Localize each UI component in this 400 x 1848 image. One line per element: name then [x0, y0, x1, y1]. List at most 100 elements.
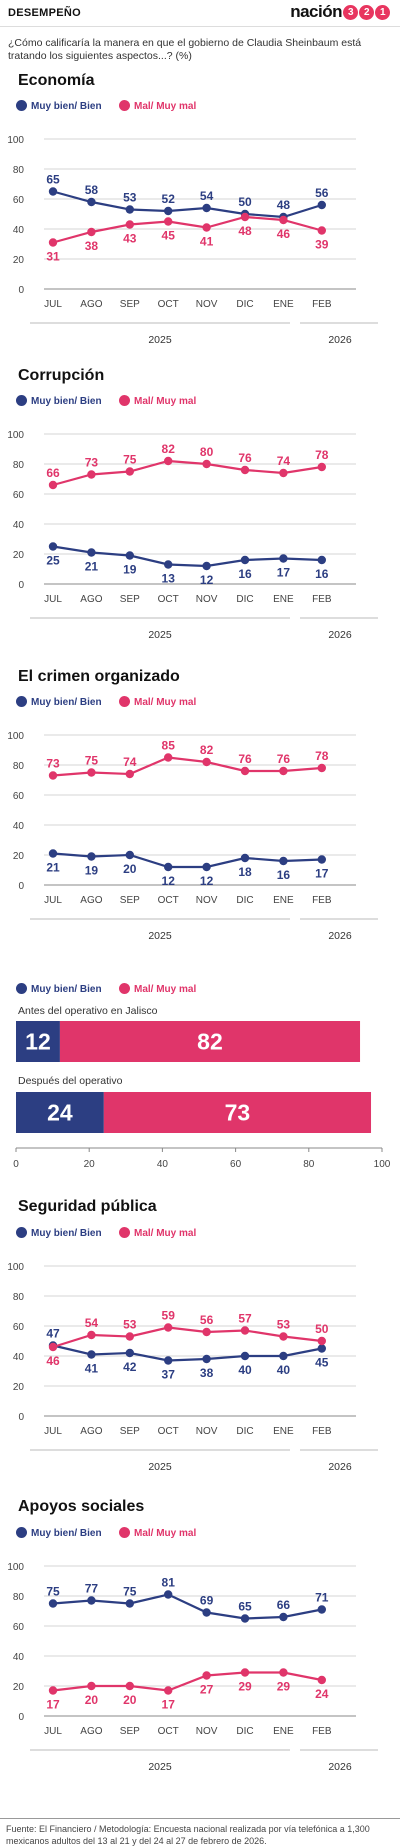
y-tick-label: 80	[13, 761, 25, 772]
data-label: 46	[277, 227, 291, 241]
data-label: 78	[315, 448, 329, 462]
y-tick-label: 80	[13, 165, 25, 176]
chart-title-apoyos: Apoyos sociales	[18, 1498, 145, 1515]
bar-chart-operativo: 12 82 24 73 0 20 40 60 80 100	[13, 1021, 391, 1170]
year-label: 2026	[328, 629, 352, 641]
data-label: 85	[162, 739, 176, 753]
bar-value-label: 73	[225, 1100, 251, 1126]
data-point	[125, 1599, 134, 1608]
data-label: 37	[162, 1368, 176, 1382]
data-label: 25	[46, 554, 60, 568]
data-label: 76	[238, 451, 252, 465]
y-tick-label: 60	[13, 1322, 25, 1333]
x-tick-label: ENE	[273, 1726, 294, 1737]
x-tick-label: 60	[230, 1159, 242, 1170]
data-label: 74	[277, 454, 291, 468]
data-point	[279, 1612, 288, 1622]
data-point	[279, 215, 288, 225]
data-point	[202, 223, 211, 232]
data-label: 66	[46, 466, 60, 480]
data-label: 65	[46, 173, 60, 187]
data-point	[317, 200, 326, 210]
legend-dot-icon	[119, 983, 130, 994]
x-tick-label: DIC	[236, 895, 253, 906]
series-line	[52, 1326, 322, 1349]
y-tick-label: 60	[13, 195, 25, 206]
data-label: 75	[85, 754, 99, 768]
y-tick-label: 100	[7, 1562, 24, 1573]
data-point	[87, 548, 96, 557]
data-label: 76	[277, 752, 291, 766]
x-tick-label: FEB	[312, 594, 332, 605]
x-tick-label: DIC	[236, 594, 253, 605]
data-label: 59	[162, 1309, 176, 1323]
data-label: 29	[277, 1680, 291, 1694]
y-tick-label: 100	[7, 430, 24, 441]
data-point	[240, 212, 250, 222]
legend-dot-icon	[119, 1227, 130, 1238]
data-label: 76	[238, 752, 252, 766]
data-point	[317, 1605, 326, 1614]
data-point	[279, 1668, 288, 1677]
bar-segment-mal	[103, 1092, 372, 1133]
data-point	[279, 766, 288, 776]
data-point	[317, 1675, 326, 1685]
data-label: 21	[85, 560, 99, 574]
x-tick-label: AGO	[80, 1426, 102, 1437]
legend-item-series1: Muy bien/ Bien	[16, 1527, 102, 1539]
data-label: 82	[200, 743, 214, 757]
data-label: 41	[200, 235, 214, 249]
data-label: 54	[85, 1316, 99, 1330]
series-line	[52, 1593, 323, 1620]
x-tick-label: 40	[157, 1159, 169, 1170]
x-tick-label: SEP	[120, 1426, 140, 1437]
top-bar: DESEMPEÑO nación 3 2 1	[0, 0, 400, 27]
data-point	[279, 1332, 288, 1341]
data-label: 38	[85, 239, 99, 253]
x-tick-label: NOV	[196, 895, 218, 906]
data-point	[317, 1344, 326, 1353]
y-tick-label: 20	[13, 1382, 25, 1393]
series-line	[52, 1671, 323, 1692]
data-label: 12	[162, 874, 176, 888]
data-point	[164, 1686, 173, 1695]
data-label: 53	[277, 1318, 291, 1332]
x-tick-label: OCT	[158, 895, 179, 906]
x-tick-label: OCT	[158, 1726, 179, 1737]
bar-segment-muy-bien	[16, 1092, 104, 1133]
chart-title-corrupcion: Corrupción	[18, 367, 105, 384]
x-tick-label: 100	[374, 1159, 391, 1170]
data-point	[48, 1342, 58, 1352]
brand-word: nación	[290, 2, 342, 21]
data-point	[125, 1348, 134, 1358]
bar-value-label: 82	[197, 1029, 223, 1055]
data-point	[164, 456, 173, 466]
data-point	[48, 849, 58, 858]
legend-dot-icon	[119, 1527, 130, 1538]
series-line	[52, 852, 322, 869]
data-point	[125, 551, 134, 560]
data-point	[48, 1686, 58, 1695]
data-point	[279, 554, 288, 563]
x-tick-label: NOV	[196, 299, 218, 310]
data-label: 13	[162, 572, 176, 586]
x-tick-label: 80	[303, 1159, 315, 1170]
data-point	[164, 1590, 173, 1599]
year-label: 2025	[148, 930, 172, 942]
line-chart-apoyos: 0 20 40 60 80 100 JUL AGO SEP OCT NOV DIC ENE FEB 2025…	[7, 1562, 378, 1773]
x-tick-label: AGO	[80, 594, 102, 605]
x-tick-label: DIC	[236, 299, 253, 310]
data-point	[202, 1327, 211, 1337]
data-label: 16	[277, 868, 291, 882]
x-tick-label: JUL	[44, 594, 62, 605]
x-tick-label: ENE	[273, 895, 294, 906]
data-point	[87, 197, 96, 207]
legend-item-series1: Muy bien/ Bien	[16, 696, 102, 708]
legend-item-series1: Muy bien/ Bien	[16, 395, 102, 407]
legend-item-series2: Mal/ Muy mal	[119, 100, 196, 112]
data-point	[240, 1351, 250, 1361]
x-tick-label: 0	[13, 1159, 19, 1170]
data-point	[202, 862, 211, 872]
series-line	[52, 1344, 323, 1362]
brand-digit-2: 2	[359, 5, 374, 20]
